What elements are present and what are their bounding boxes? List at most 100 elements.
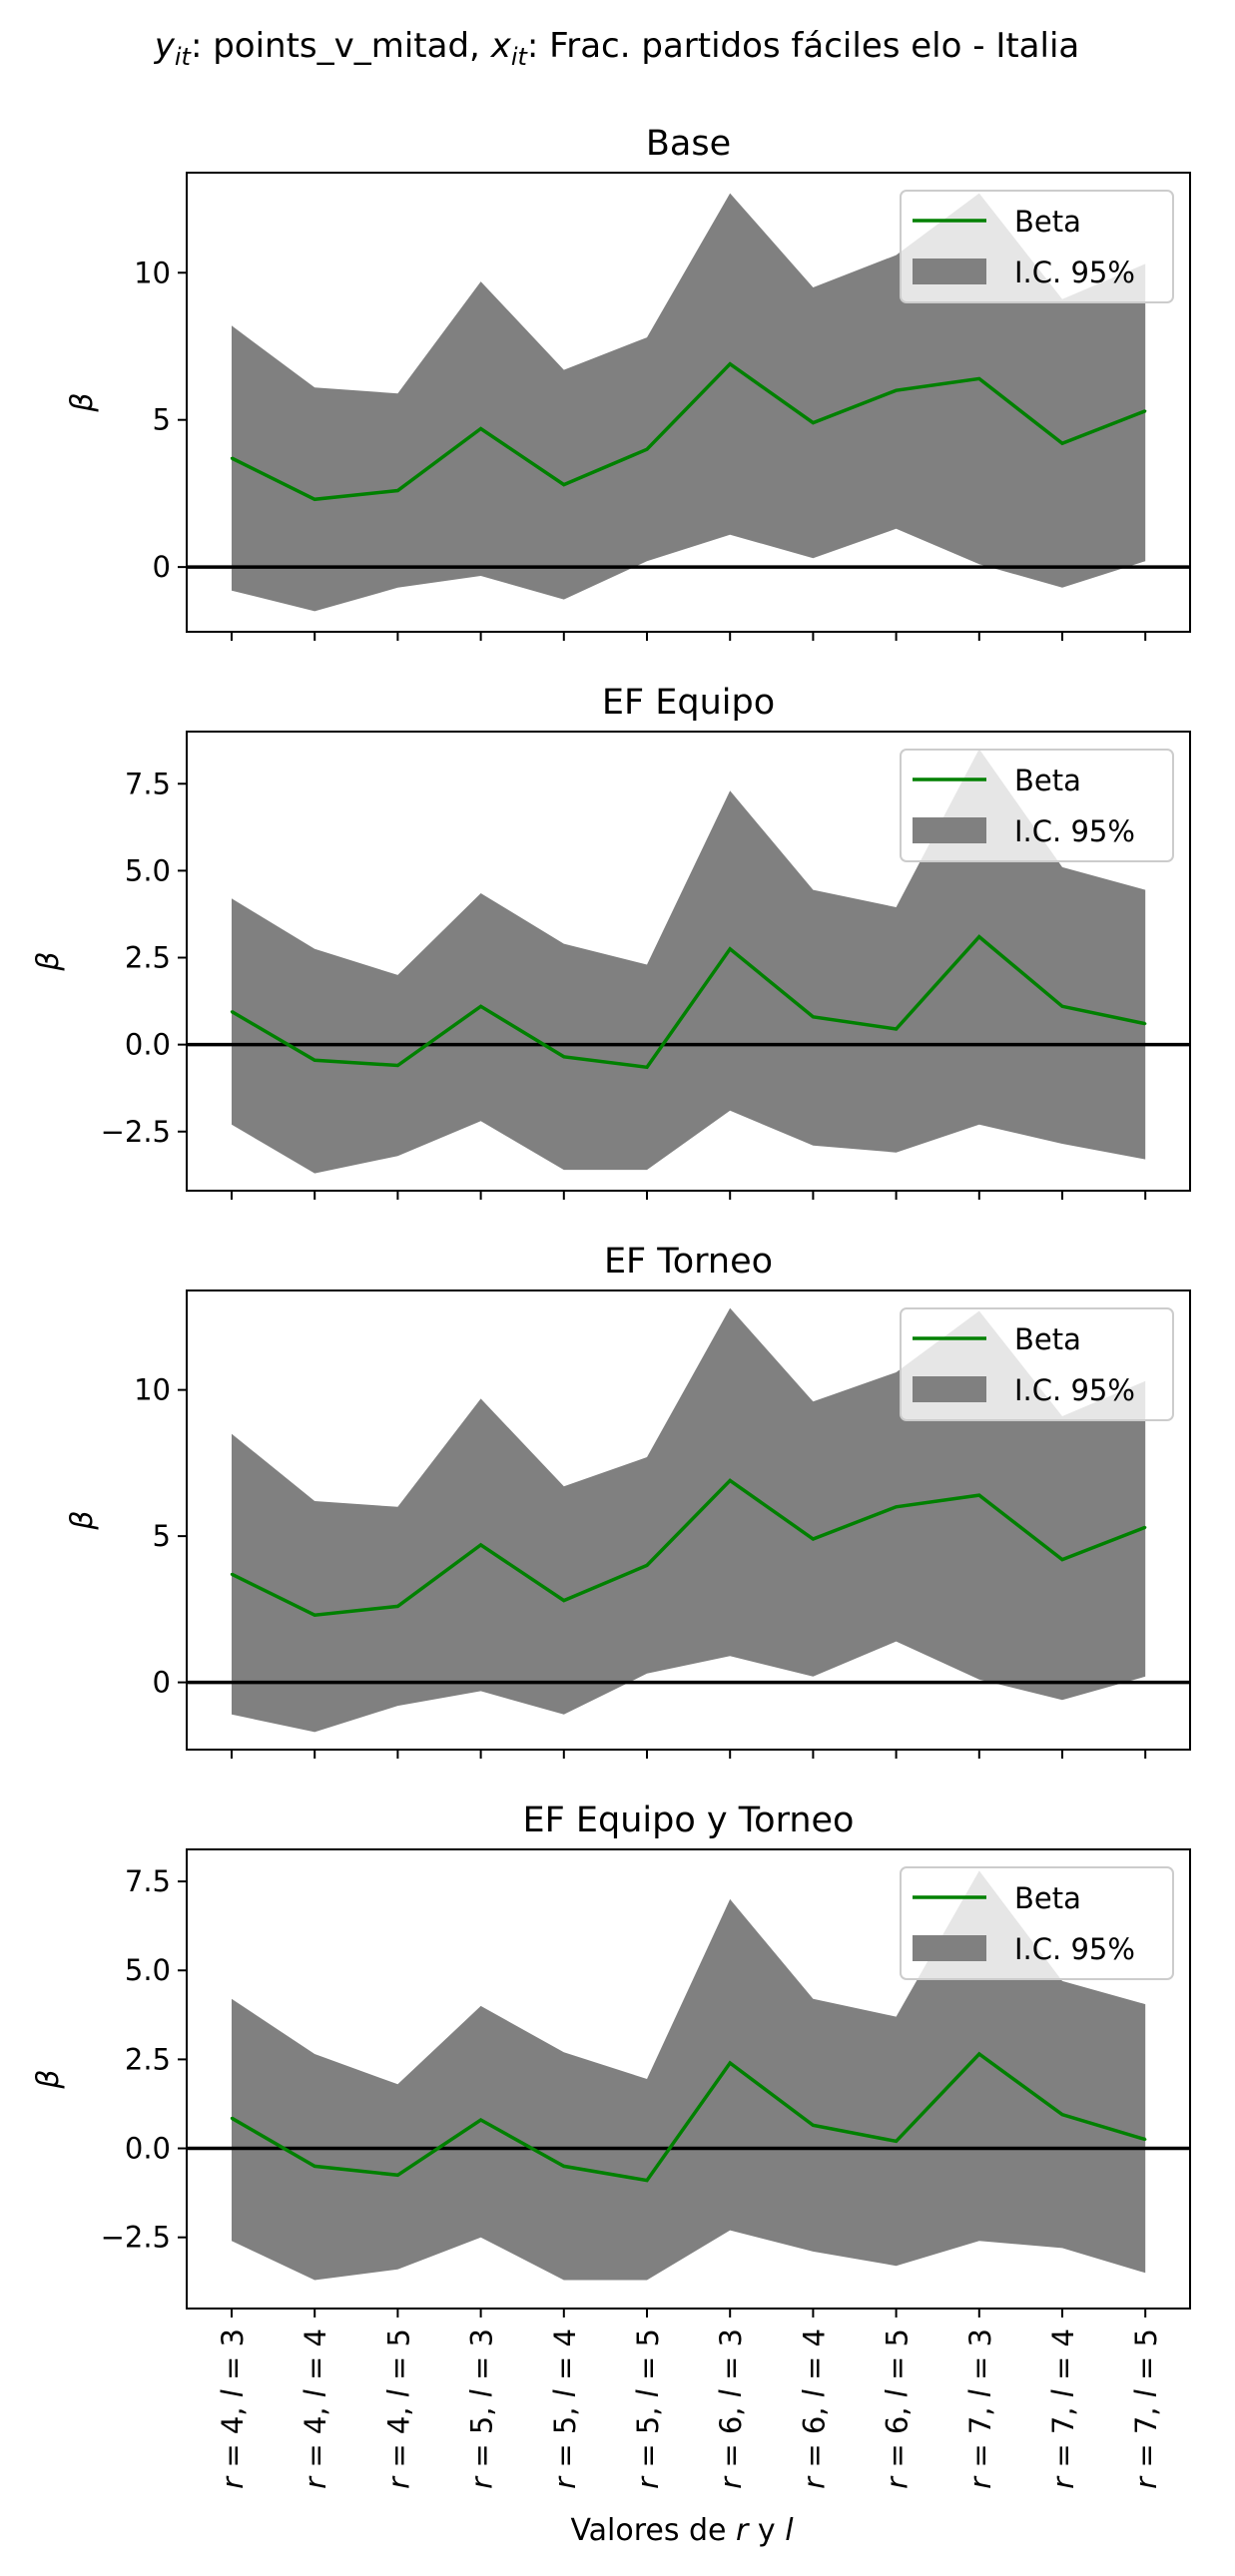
x-tick-label: r = 5, l = 3 <box>465 2328 499 2489</box>
axes-frame <box>186 1848 1191 2310</box>
y-tick-label: 5 <box>153 403 171 437</box>
y-tick-label: 5.0 <box>125 1953 171 1987</box>
legend-label-beta: Beta <box>1014 205 1081 239</box>
x-tick-label: r = 6, l = 5 <box>881 2328 915 2489</box>
beta-point <box>1060 2113 1064 2116</box>
y-tick-label: 10 <box>134 256 171 289</box>
beta-point <box>729 2061 732 2065</box>
beta-point <box>313 1614 316 1617</box>
x-tick-label: r = 5, l = 5 <box>631 2328 665 2489</box>
ci-band <box>232 749 1146 1174</box>
legend-band-swatch <box>913 817 986 843</box>
beta-point <box>1060 1005 1064 1008</box>
legend-label-ci: I.C. 95% <box>1014 256 1135 289</box>
x-tick-label: r = 7, l = 5 <box>1129 2328 1163 2489</box>
y-tick-label: −2.5 <box>101 2221 171 2255</box>
beta-point <box>562 1055 565 1059</box>
y-tick-label: 0 <box>153 550 171 584</box>
legend: Beta I.C. 95% <box>900 190 1174 303</box>
beta-point <box>313 2165 316 2168</box>
beta-point <box>895 2140 898 2143</box>
y-tick-label: −2.5 <box>101 1115 171 1149</box>
x-tick-label: r = 4, l = 3 <box>216 2328 250 2489</box>
y-axis-label: β <box>65 1510 100 1530</box>
legend-band-swatch <box>913 1376 986 1402</box>
panel-3: 0 5 10 β EF Torneo Beta I.C. 95% <box>65 1242 1191 1759</box>
x-tick-label: r = 5, l = 4 <box>548 2328 582 2489</box>
panel-4: −2.5 0.0 2.5 5.0 7.5 β EF Equipo y Torneo Beta I… <box>31 1801 1191 2489</box>
axes-frame <box>186 1289 1191 1751</box>
beta-point <box>479 1543 482 1547</box>
panel-2: −2.5 0.0 2.5 5.0 7.5 β EF Equipo Beta I.C. 95% <box>31 683 1191 1200</box>
beta-point <box>1144 1526 1147 1529</box>
beta-point <box>230 2117 234 2120</box>
beta-point <box>729 1479 732 1482</box>
beta-point <box>1060 1558 1064 1561</box>
legend-label-beta: Beta <box>1014 1881 1081 1915</box>
legend-label-beta: Beta <box>1014 764 1081 797</box>
panels: 0 5 10 β Base Beta I.C. 95% −2.5 0.0 2.5 5.0 7.5 β EF… <box>31 124 1191 2489</box>
y-tick-label: 5 <box>153 1519 171 1553</box>
x-tick-label: r = 6, l = 3 <box>714 2328 748 2489</box>
beta-point <box>230 1010 234 1013</box>
beta-point <box>230 456 234 460</box>
legend-label-ci: I.C. 95% <box>1014 1932 1135 1966</box>
y-tick-label: 7.5 <box>125 767 171 800</box>
panel-title: EF Equipo <box>602 683 775 723</box>
beta-line <box>231 2051 1146 2183</box>
beta-point <box>313 498 316 501</box>
y-tick-label: 0 <box>153 1666 171 1700</box>
beta-point <box>977 935 980 938</box>
legend: Beta I.C. 95% <box>900 1866 1174 1980</box>
legend-band-swatch <box>913 1935 986 1961</box>
beta-point <box>729 362 732 365</box>
beta-point <box>895 389 898 392</box>
legend-band-swatch <box>913 258 986 284</box>
beta-point <box>895 1027 898 1031</box>
beta-point <box>895 1505 898 1509</box>
beta-line <box>231 361 1146 502</box>
beta-point <box>396 1605 399 1608</box>
beta-point <box>812 1537 815 1541</box>
beta-point <box>562 1599 565 1602</box>
panel-title: EF Equipo y Torneo <box>523 1801 855 1840</box>
beta-point <box>812 421 815 424</box>
x-axis-label: Valores de r y l <box>570 2513 794 2548</box>
beta-point <box>812 1015 815 1018</box>
legend: Beta I.C. 95% <box>900 749 1174 862</box>
beta-point <box>396 489 399 492</box>
beta-point <box>313 1059 316 1062</box>
beta-point <box>479 1005 482 1008</box>
legend: Beta I.C. 95% <box>900 1307 1174 1421</box>
beta-point <box>645 2179 649 2182</box>
beta-point <box>1060 442 1064 445</box>
panel-title: Base <box>646 124 731 164</box>
panel-title: EF Torneo <box>604 1242 773 1282</box>
y-tick-label: 0.0 <box>125 1028 171 1062</box>
beta-point <box>479 427 482 430</box>
beta-point <box>1144 1022 1147 1025</box>
axes-frame <box>186 731 1191 1192</box>
x-tick-label: r = 7, l = 4 <box>1046 2328 1080 2489</box>
beta-point <box>1144 409 1147 413</box>
beta-line <box>231 1478 1146 1617</box>
beta-point <box>977 2052 980 2056</box>
y-tick-label: 5.0 <box>125 853 171 887</box>
beta-point <box>645 1066 649 1069</box>
panel-1: 0 5 10 β Base Beta I.C. 95% <box>65 124 1191 641</box>
ci-band <box>232 1870 1146 2281</box>
beta-point <box>396 2174 399 2177</box>
y-tick-label: 10 <box>134 1373 171 1407</box>
beta-point <box>729 947 732 951</box>
beta-point <box>645 1564 649 1567</box>
y-axis-label: β <box>65 392 100 412</box>
y-tick-label: 2.5 <box>125 2042 171 2076</box>
y-axis-label: β <box>31 951 66 971</box>
beta-point <box>977 377 980 380</box>
beta-point <box>812 2124 815 2127</box>
beta-point <box>230 1573 234 1576</box>
legend-label-ci: I.C. 95% <box>1014 814 1135 848</box>
y-tick-label: 0.0 <box>125 2132 171 2166</box>
beta-point <box>977 1493 980 1497</box>
